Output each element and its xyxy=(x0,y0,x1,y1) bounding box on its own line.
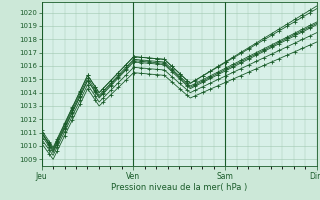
X-axis label: Pression niveau de la mer( hPa ): Pression niveau de la mer( hPa ) xyxy=(111,183,247,192)
